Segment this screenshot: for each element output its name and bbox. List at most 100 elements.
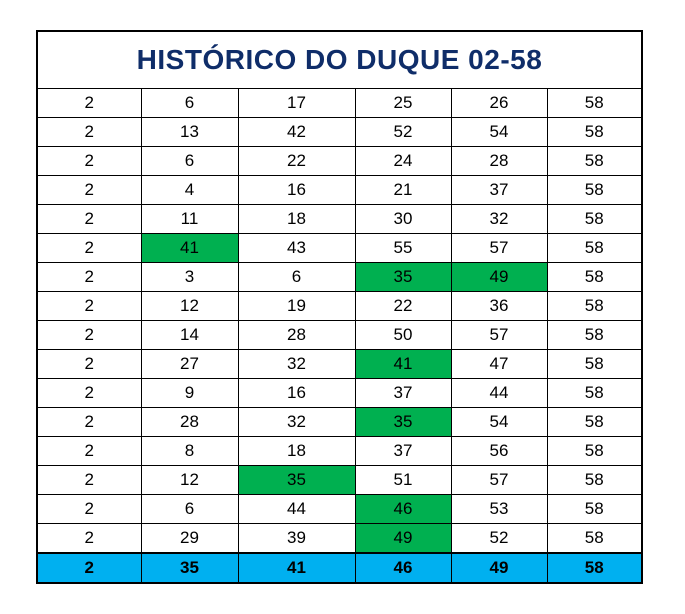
cell: 25 (354, 88, 452, 118)
cell: 4 (140, 175, 239, 205)
cell: 58 (546, 117, 643, 147)
cell: 57 (450, 465, 548, 495)
cell: 49 (450, 262, 548, 292)
cell: 58 (546, 523, 643, 554)
table: HISTÓRICO DO DUQUE 02-58 2 6 17 25 26 58 2 13 42… (36, 30, 643, 584)
table-row: 2 6 17 25 26 58 (36, 88, 643, 118)
cell: 58 (546, 233, 643, 263)
cell: 2 (36, 175, 142, 205)
cell: 18 (237, 436, 356, 466)
cell: 52 (450, 523, 548, 554)
cell: 16 (237, 378, 356, 408)
cell: 51 (354, 465, 452, 495)
cell: 26 (450, 88, 548, 118)
footer-cell: 2 (36, 552, 142, 584)
cell: 32 (237, 349, 356, 379)
cell: 41 (140, 233, 239, 263)
cell: 2 (36, 291, 142, 321)
cell: 18 (237, 204, 356, 234)
cell: 21 (354, 175, 452, 205)
cell: 54 (450, 407, 548, 437)
cell: 50 (354, 320, 452, 350)
cell: 28 (237, 320, 356, 350)
cell: 35 (354, 262, 452, 292)
table-row: 2 11 18 30 32 58 (36, 204, 643, 234)
title: HISTÓRICO DO DUQUE 02-58 (36, 30, 643, 89)
table-row: 2 9 16 37 44 58 (36, 378, 643, 408)
cell: 47 (450, 349, 548, 379)
footer-cell: 35 (140, 552, 239, 584)
table-row: 2 27 32 41 47 58 (36, 349, 643, 379)
cell: 12 (140, 465, 239, 495)
cell: 32 (450, 204, 548, 234)
cell: 19 (237, 291, 356, 321)
cell: 29 (140, 523, 239, 554)
cell: 52 (354, 117, 452, 147)
cell: 58 (546, 407, 643, 437)
cell: 28 (140, 407, 239, 437)
cell: 44 (450, 378, 548, 408)
footer-cell: 46 (354, 552, 452, 584)
cell: 58 (546, 378, 643, 408)
cell: 27 (140, 349, 239, 379)
cell: 58 (546, 88, 643, 118)
cell: 8 (140, 436, 239, 466)
cell: 12 (140, 291, 239, 321)
cell: 30 (354, 204, 452, 234)
footer-row: 2 35 41 46 49 58 (36, 552, 643, 584)
cell: 6 (237, 262, 356, 292)
cell: 46 (354, 494, 452, 524)
cell: 37 (450, 175, 548, 205)
cell: 2 (36, 523, 142, 554)
footer-cell: 41 (237, 552, 356, 584)
cell: 2 (36, 436, 142, 466)
cell: 22 (354, 291, 452, 321)
cell: 54 (450, 117, 548, 147)
cell: 49 (354, 523, 452, 554)
cell: 2 (36, 407, 142, 437)
cell: 58 (546, 320, 643, 350)
cell: 24 (354, 146, 452, 176)
cell: 53 (450, 494, 548, 524)
cell: 2 (36, 378, 142, 408)
footer-cell: 58 (546, 552, 643, 584)
cell: 55 (354, 233, 452, 263)
cell: 37 (354, 378, 452, 408)
table-row: 2 4 16 21 37 58 (36, 175, 643, 205)
cell: 2 (36, 320, 142, 350)
table-row: 2 3 6 35 49 58 (36, 262, 643, 292)
cell: 57 (450, 320, 548, 350)
cell: 37 (354, 436, 452, 466)
cell: 22 (237, 146, 356, 176)
cell: 35 (354, 407, 452, 437)
cell: 9 (140, 378, 239, 408)
cell: 14 (140, 320, 239, 350)
cell: 58 (546, 262, 643, 292)
cell: 2 (36, 88, 142, 118)
cell: 6 (140, 494, 239, 524)
cell: 58 (546, 204, 643, 234)
title-row: HISTÓRICO DO DUQUE 02-58 (36, 30, 643, 89)
cell: 2 (36, 465, 142, 495)
table-row: 2 28 32 35 54 58 (36, 407, 643, 437)
table-row: 2 6 44 46 53 58 (36, 494, 643, 524)
cell: 41 (354, 349, 452, 379)
cell: 58 (546, 436, 643, 466)
table-row: 2 29 39 49 52 58 (36, 523, 643, 554)
sheet: HISTÓRICO DO DUQUE 02-58 2 6 17 25 26 58 2 13 42… (36, 30, 643, 584)
cell: 2 (36, 146, 142, 176)
cell: 58 (546, 465, 643, 495)
table-row: 2 6 22 24 28 58 (36, 146, 643, 176)
table-row: 2 12 19 22 36 58 (36, 291, 643, 321)
cell: 39 (237, 523, 356, 554)
cell: 58 (546, 494, 643, 524)
cell: 58 (546, 291, 643, 321)
cell: 56 (450, 436, 548, 466)
cell: 58 (546, 349, 643, 379)
cell: 43 (237, 233, 356, 263)
cell: 17 (237, 88, 356, 118)
cell: 2 (36, 204, 142, 234)
cell: 42 (237, 117, 356, 147)
cell: 11 (140, 204, 239, 234)
